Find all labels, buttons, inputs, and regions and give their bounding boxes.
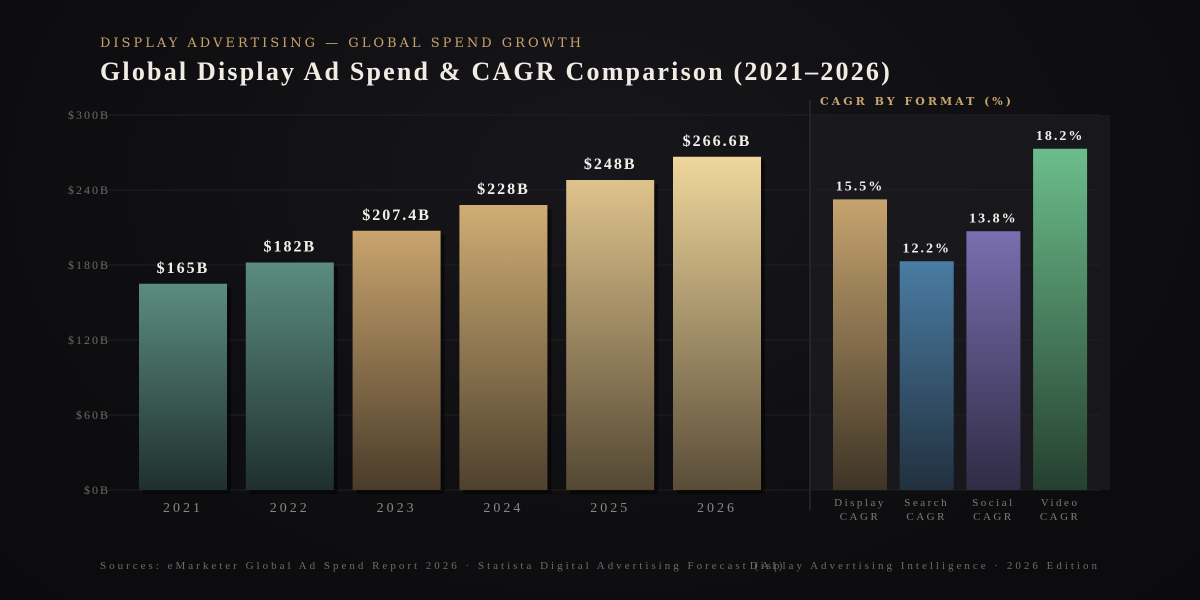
spend-value-label: $165B: [157, 260, 210, 277]
cagr-category-label: CAGR: [906, 511, 947, 523]
spend-bar-2023: [352, 230, 441, 490]
x-tick-label: 2025: [590, 501, 630, 516]
cagr-category-label: Video: [1041, 497, 1080, 509]
x-tick-label: 2024: [483, 501, 523, 516]
chart-kicker: DISPLAY ADVERTISING — GLOBAL SPEND GROWT…: [100, 36, 584, 51]
cagr-value-label: 12.2%: [902, 241, 951, 256]
y-tick-label: $300B: [68, 108, 110, 122]
spend-bars: $165B 2021 $182B 2022 $207.4B 2023 $228B 2024 $2…: [139, 133, 765, 516]
cagr-category-label: Display: [834, 497, 886, 509]
footer-sources: Sources: eMarketer Global Ad Spend Repor…: [100, 560, 786, 572]
spend-value-label: $228B: [477, 181, 530, 198]
cagr-bar-video: [1033, 148, 1088, 490]
x-tick-label: 2021: [163, 501, 203, 516]
footer-publisher: Display Advertising Intelligence · 2026 …: [749, 560, 1100, 572]
spend-value-label: $266.6B: [683, 133, 752, 150]
cagr-category-label: CAGR: [840, 511, 881, 523]
chart-title: Global Display Ad Spend & CAGR Compariso…: [100, 57, 892, 86]
cagr-category-label: CAGR: [1040, 511, 1081, 523]
x-tick-label: 2023: [377, 501, 417, 516]
spend-value-label: $207.4B: [362, 207, 431, 224]
y-tick-label: $240B: [68, 183, 110, 197]
cagr-category-label: Search: [904, 497, 949, 509]
x-tick-label: 2026: [697, 501, 737, 516]
spend-bar-2021: [139, 283, 227, 490]
cagr-panel-title: CAGR BY FORMAT (%): [820, 95, 1014, 108]
spend-bar-2025: [566, 180, 655, 490]
spend-bar-2022: [245, 262, 334, 490]
spend-bar-2024: [459, 205, 548, 490]
cagr-value-label: 15.5%: [836, 179, 885, 194]
y-tick-label: $120B: [68, 333, 110, 347]
cagr-bars: 15.5% Display CAGR 12.2% Search CAGR 13.8% Soci…: [833, 129, 1088, 523]
y-tick-label: $180B: [68, 258, 110, 272]
cagr-value-label: 18.2%: [1036, 129, 1085, 144]
spend-bar-2026: [673, 156, 761, 490]
cagr-bar-search: [899, 261, 954, 490]
cagr-value-label: 13.8%: [969, 211, 1018, 226]
cagr-category-label: Social: [972, 497, 1015, 509]
x-tick-label: 2022: [270, 501, 310, 516]
spend-value-label: $182B: [263, 239, 316, 256]
y-tick-label: $0B: [84, 483, 110, 497]
y-axis: $0B $60B $120B $180B $240B $300B: [68, 108, 110, 497]
y-tick-label: $60B: [76, 408, 110, 422]
cagr-bar-display: [833, 199, 887, 490]
cagr-category-label: CAGR: [973, 511, 1014, 523]
cagr-bar-social: [966, 231, 1021, 490]
spend-value-label: $248B: [584, 156, 637, 173]
